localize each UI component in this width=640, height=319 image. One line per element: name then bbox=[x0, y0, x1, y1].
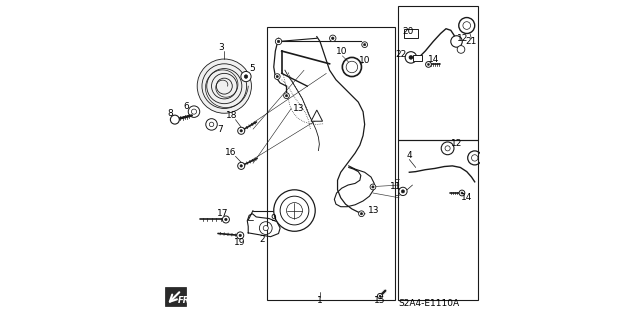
Circle shape bbox=[275, 38, 282, 45]
Circle shape bbox=[222, 216, 229, 223]
Circle shape bbox=[378, 293, 383, 299]
Text: 3: 3 bbox=[218, 43, 224, 52]
Bar bbox=[398, 6, 478, 140]
Circle shape bbox=[463, 22, 470, 29]
Circle shape bbox=[280, 196, 309, 225]
Text: 1: 1 bbox=[317, 296, 323, 305]
Circle shape bbox=[206, 119, 218, 130]
Circle shape bbox=[332, 37, 334, 40]
Circle shape bbox=[237, 232, 244, 239]
Text: 16: 16 bbox=[225, 148, 237, 157]
Circle shape bbox=[287, 203, 303, 219]
Circle shape bbox=[259, 222, 272, 234]
Circle shape bbox=[445, 146, 450, 151]
Circle shape bbox=[241, 71, 251, 82]
Circle shape bbox=[237, 127, 244, 134]
Circle shape bbox=[457, 46, 465, 53]
Circle shape bbox=[276, 75, 278, 78]
Circle shape bbox=[426, 62, 431, 67]
Circle shape bbox=[197, 59, 252, 113]
Circle shape bbox=[330, 35, 336, 41]
Circle shape bbox=[362, 42, 367, 48]
Text: 9: 9 bbox=[271, 214, 276, 223]
Bar bbox=[413, 55, 422, 61]
Circle shape bbox=[379, 295, 381, 297]
Text: 15: 15 bbox=[374, 296, 386, 305]
Text: 4: 4 bbox=[406, 151, 412, 160]
Bar bbox=[404, 29, 418, 38]
Circle shape bbox=[461, 192, 463, 194]
Circle shape bbox=[360, 212, 363, 215]
Text: 12: 12 bbox=[457, 34, 468, 43]
Circle shape bbox=[472, 155, 478, 161]
Text: 10: 10 bbox=[359, 56, 371, 65]
Circle shape bbox=[188, 106, 200, 117]
Circle shape bbox=[209, 122, 214, 127]
Circle shape bbox=[284, 93, 289, 99]
Circle shape bbox=[244, 75, 248, 78]
Text: 8: 8 bbox=[167, 109, 173, 118]
Bar bbox=[398, 140, 478, 300]
Circle shape bbox=[468, 151, 482, 165]
Circle shape bbox=[342, 57, 362, 77]
Circle shape bbox=[459, 18, 475, 33]
Circle shape bbox=[441, 142, 454, 155]
Circle shape bbox=[370, 184, 376, 190]
Text: 2: 2 bbox=[259, 235, 265, 244]
Text: 6: 6 bbox=[183, 102, 189, 111]
Circle shape bbox=[277, 40, 280, 43]
Circle shape bbox=[191, 109, 196, 114]
Text: 13: 13 bbox=[292, 104, 304, 113]
Polygon shape bbox=[311, 110, 323, 121]
Circle shape bbox=[364, 43, 366, 46]
Circle shape bbox=[459, 190, 465, 196]
Circle shape bbox=[239, 234, 241, 237]
Circle shape bbox=[237, 162, 244, 169]
Circle shape bbox=[285, 94, 287, 97]
Text: 14: 14 bbox=[428, 56, 439, 64]
Text: 22: 22 bbox=[396, 50, 407, 59]
Text: 19: 19 bbox=[234, 238, 245, 247]
Text: 13: 13 bbox=[368, 206, 380, 215]
Bar bbox=[165, 287, 186, 306]
Text: 5: 5 bbox=[249, 64, 255, 73]
Text: 20: 20 bbox=[403, 27, 414, 36]
Circle shape bbox=[405, 52, 417, 63]
Text: 12: 12 bbox=[451, 139, 462, 148]
Circle shape bbox=[401, 190, 404, 193]
Text: 18: 18 bbox=[226, 111, 237, 120]
Text: 21: 21 bbox=[466, 37, 477, 46]
Text: 17: 17 bbox=[217, 209, 228, 218]
Circle shape bbox=[346, 61, 358, 73]
Circle shape bbox=[358, 211, 364, 217]
Circle shape bbox=[225, 218, 227, 221]
Circle shape bbox=[170, 115, 179, 124]
Circle shape bbox=[451, 36, 462, 47]
Text: FR.: FR. bbox=[178, 296, 193, 305]
Text: 10: 10 bbox=[335, 47, 347, 56]
Circle shape bbox=[240, 165, 243, 167]
Text: 11: 11 bbox=[390, 182, 402, 191]
Circle shape bbox=[274, 190, 316, 231]
Circle shape bbox=[409, 55, 413, 60]
Text: 7: 7 bbox=[218, 125, 223, 134]
Circle shape bbox=[240, 130, 243, 132]
Circle shape bbox=[399, 187, 407, 196]
Text: S2A4-E1110A: S2A4-E1110A bbox=[398, 299, 460, 308]
Circle shape bbox=[275, 74, 280, 79]
Text: 14: 14 bbox=[461, 193, 472, 202]
Bar bbox=[268, 27, 395, 300]
Circle shape bbox=[372, 186, 374, 188]
Circle shape bbox=[428, 63, 429, 65]
Circle shape bbox=[263, 226, 268, 231]
